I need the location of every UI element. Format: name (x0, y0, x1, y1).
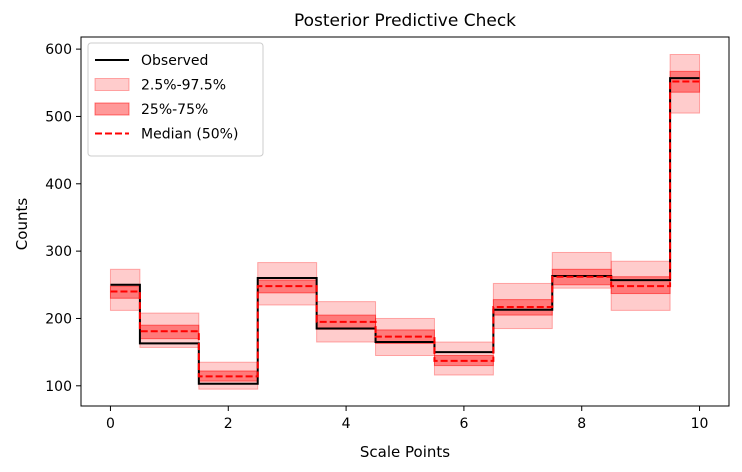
y-tick-label: 300 (45, 244, 72, 260)
x-tick-label: 6 (459, 416, 468, 432)
x-axis-label: Scale Points (360, 443, 450, 461)
y-tick-label: 400 (45, 177, 72, 193)
plot-area (109, 54, 701, 390)
legend-label: Observed (141, 53, 208, 69)
legend-swatch (94, 102, 130, 116)
legend-label: 25%-75% (141, 102, 208, 118)
band-outer-segment (433, 341, 494, 376)
y-tick-label: 500 (45, 109, 72, 125)
band-inner-segment (139, 324, 200, 340)
axis-ticks: 0 2 4 6 8 10 100 200 300 400 500 600 (45, 42, 708, 432)
y-tick-label: 600 (45, 42, 72, 58)
axes-frame (80, 36, 730, 407)
band-outer-segment (139, 312, 200, 348)
y-axis-label: Counts (13, 198, 31, 251)
x-tick-label: 10 (691, 416, 709, 432)
legend-label: 2.5%-97.5% (141, 78, 226, 94)
x-tick-label: 0 (106, 416, 115, 432)
legend-label: Median (50%) (141, 127, 238, 143)
median-line (110, 80, 700, 378)
legend: Observed 2.5%-97.5% 25%-75% Median (50%) (87, 42, 264, 157)
x-tick-label: 4 (342, 416, 351, 432)
legend-box (87, 42, 264, 157)
y-tick-label: 200 (45, 311, 72, 327)
y-tick-label: 100 (45, 379, 72, 395)
x-tick-label: 2 (224, 416, 233, 432)
x-tick-label: 8 (577, 416, 586, 432)
legend-swatch (94, 78, 130, 91)
chart-title: Posterior Predictive Check (294, 11, 516, 31)
